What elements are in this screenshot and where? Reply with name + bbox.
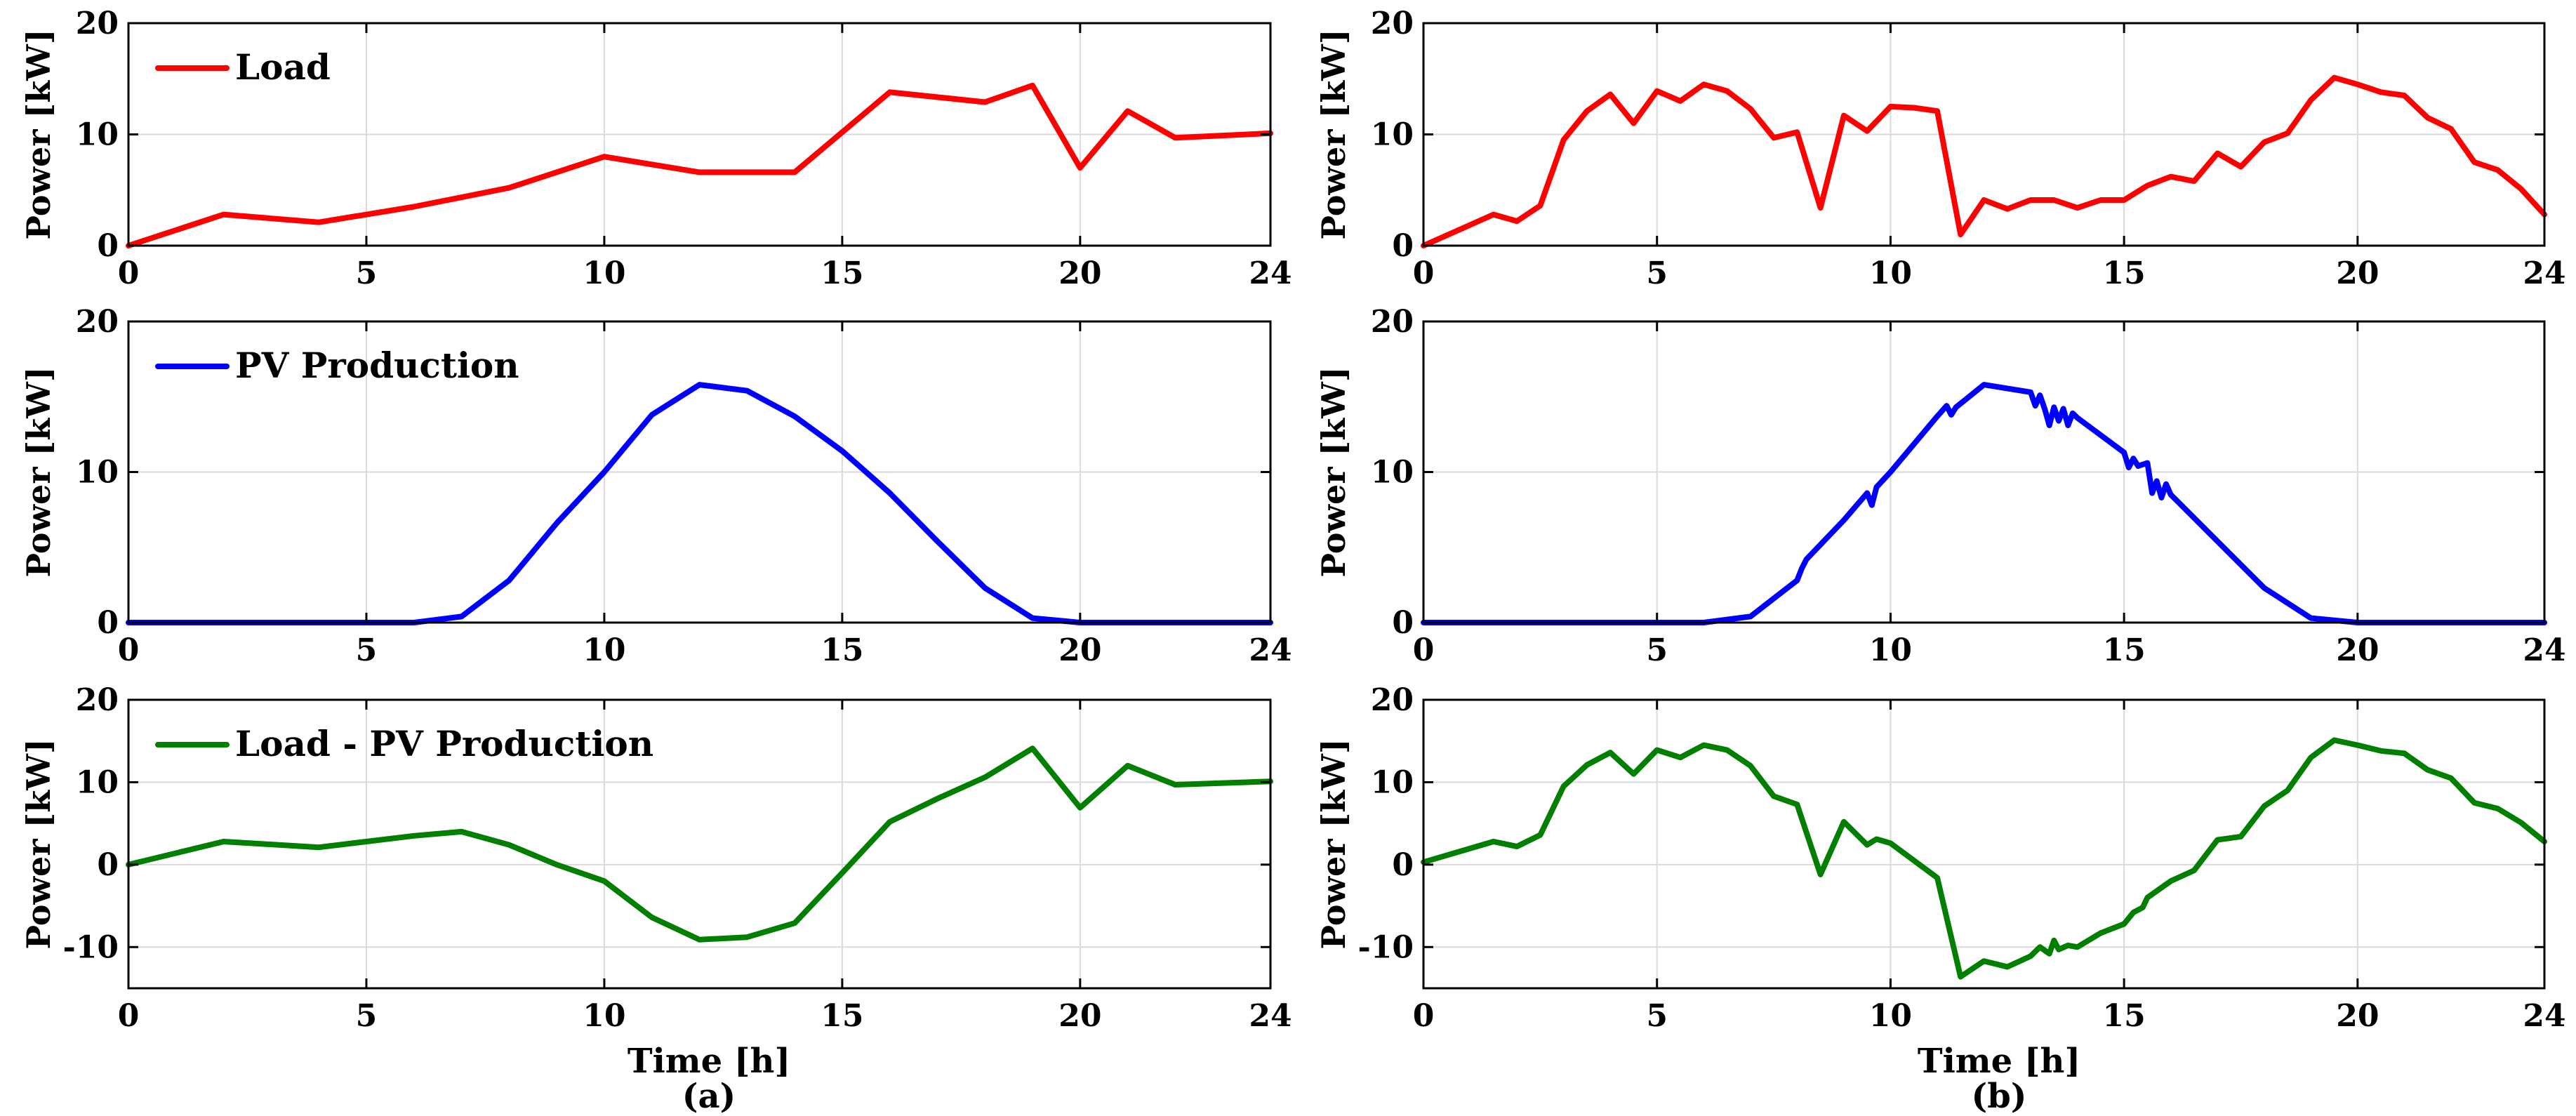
x-tick-label: 0: [118, 998, 140, 1034]
x-tick-label: 24: [2523, 255, 2565, 291]
series-line-a1-0: [126, 82, 1273, 248]
axes-frame: [127, 698, 1272, 990]
legend-label: Load: [235, 46, 331, 88]
x-tick-label: 15: [2103, 255, 2146, 291]
x-tick-label: 24: [1249, 255, 1292, 291]
series-line-b2-0: [1421, 382, 2547, 625]
x-axis-label-b: Time [h]: [1918, 1042, 2080, 1081]
series-line-b3-0: [1421, 737, 2547, 980]
y-tick-label: 10: [1371, 764, 1414, 800]
y-tick-label: 10: [76, 455, 119, 491]
legend-label: Load - PV Production: [235, 723, 653, 764]
y-tick-label: 20: [1371, 6, 1414, 41]
x-tick-label: 10: [1869, 255, 1912, 291]
x-tick-label: 0: [1413, 998, 1435, 1034]
x-tick-label: 10: [1869, 632, 1912, 668]
x-tick-label: 20: [2336, 255, 2379, 291]
y-axis-label: Power [kW]: [20, 738, 58, 949]
x-tick-label: 20: [1058, 998, 1101, 1034]
series-line-a3-0: [126, 745, 1273, 943]
caption-a: (a): [682, 1077, 736, 1116]
chart-a2: 0 5 10 15 20 24 0 10 20 Power [kW] PV Production: [20, 304, 1292, 668]
axes-frame: [1422, 698, 2546, 990]
chart-b2: 0 5 10 15 20 24 0 10 20 Power [kW]: [1315, 304, 2566, 668]
y-tick-label: -10: [63, 929, 119, 965]
y-tick-label: 20: [76, 304, 119, 340]
x-tick-label: 15: [821, 255, 863, 291]
x-tick-label: 15: [821, 998, 863, 1034]
y-tick-label: 0: [97, 605, 119, 641]
x-tick-label: 15: [2103, 632, 2146, 668]
x-tick-label: 5: [1646, 632, 1668, 668]
chart-b1: 0 5 10 15 20 24 0 10 20 Power [kW]: [1315, 6, 2566, 291]
x-tick-label: 5: [1646, 255, 1668, 291]
plot-area: [1423, 700, 2544, 988]
x-tick-label: 10: [583, 255, 625, 291]
series-line-b1-0: [1421, 74, 2547, 248]
y-tick-label: 0: [97, 228, 119, 264]
y-tick-label: 10: [1371, 117, 1414, 153]
y-tick-label: 0: [1392, 605, 1414, 641]
x-tick-label: 5: [356, 998, 378, 1034]
x-tick-label: 0: [1413, 255, 1435, 291]
x-tick-label: 20: [2336, 632, 2379, 668]
y-tick-label: 20: [1371, 304, 1414, 340]
x-tick-label: 10: [583, 632, 625, 668]
chart-a1: 0 5 10 15 20 24 0 10 20 Power [kW] Load: [20, 6, 1292, 291]
y-tick-label: 0: [97, 847, 119, 883]
y-tick-label: 20: [76, 6, 119, 41]
x-tick-label: 15: [821, 632, 863, 668]
x-tick-label: 0: [1413, 632, 1435, 668]
caption-b: (b): [1972, 1077, 2027, 1116]
x-axis-label-a: Time [h]: [628, 1042, 790, 1081]
x-tick-label: 5: [356, 255, 378, 291]
y-axis-label: Power [kW]: [20, 366, 58, 577]
y-tick-label: 10: [76, 764, 119, 800]
x-tick-label: 0: [118, 255, 140, 291]
chart-a3: 0 5 10 15 20 24 -10 0 10 20 Power [kW] Load - PV Pr…: [20, 682, 1292, 1034]
x-tick-label: 24: [1249, 632, 1292, 668]
x-tick-label: 10: [583, 998, 625, 1034]
x-tick-label: 5: [1646, 998, 1668, 1034]
x-tick-label: 15: [2103, 998, 2146, 1034]
y-tick-label: 0: [1392, 228, 1414, 264]
y-axis-label: Power [kW]: [1315, 29, 1353, 239]
x-tick-label: 10: [1869, 998, 1912, 1034]
y-tick-label: -10: [1358, 929, 1414, 965]
y-axis-label: Power [kW]: [1315, 738, 1353, 949]
y-tick-label: 20: [1371, 682, 1414, 718]
x-tick-label: 0: [118, 632, 140, 668]
series-line-a2-0: [126, 382, 1273, 625]
x-tick-label: 24: [2523, 998, 2565, 1034]
x-tick-label: 5: [356, 632, 378, 668]
y-tick-label: 10: [76, 117, 119, 153]
y-tick-label: 10: [1371, 455, 1414, 491]
x-tick-label: 24: [2523, 632, 2565, 668]
y-axis-label: Power [kW]: [1315, 366, 1353, 577]
y-tick-label: 20: [76, 682, 119, 718]
y-axis-label: Power [kW]: [20, 29, 58, 239]
y-tick-label: 0: [1392, 847, 1414, 883]
x-tick-label: 20: [2336, 998, 2379, 1034]
legend-label: PV Production: [235, 345, 519, 386]
x-tick-label: 20: [1058, 255, 1101, 291]
x-tick-label: 20: [1058, 632, 1101, 668]
x-tick-label: 24: [1249, 998, 1292, 1034]
chart-b3: 0 5 10 15 20 24 -10 0 10 20 Power [kW]: [1315, 682, 2566, 1034]
